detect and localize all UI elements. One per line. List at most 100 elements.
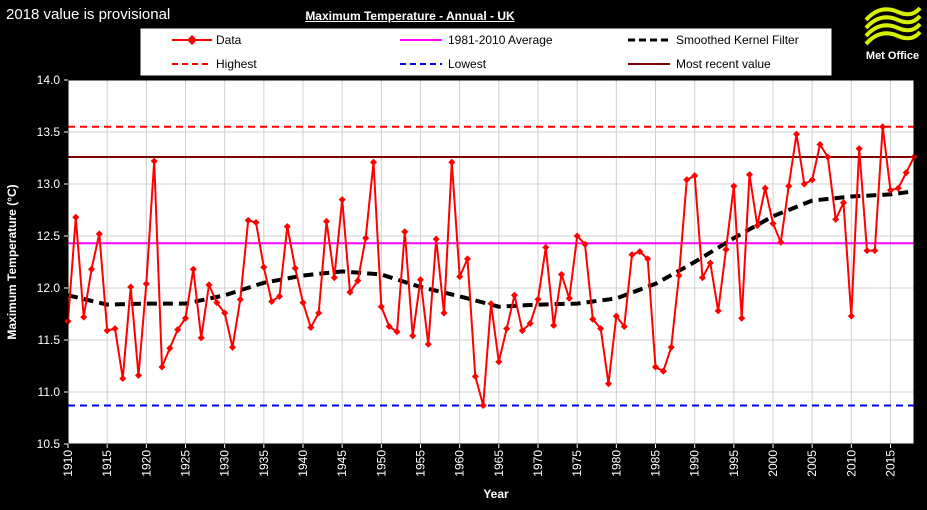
data-point bbox=[72, 213, 80, 221]
data-point bbox=[557, 270, 566, 279]
data-point bbox=[385, 322, 393, 331]
data-point bbox=[769, 219, 777, 228]
x-tick-label: 1910 bbox=[61, 450, 75, 477]
reference-lines bbox=[68, 125, 914, 407]
data-point bbox=[761, 184, 769, 192]
data-point bbox=[80, 313, 88, 321]
data-point bbox=[824, 153, 832, 161]
plot-border bbox=[67, 79, 915, 445]
data-point bbox=[393, 328, 401, 336]
data-point bbox=[456, 273, 464, 281]
data-point bbox=[816, 140, 824, 149]
data-point bbox=[440, 309, 448, 317]
y-tick-label: 13.0 bbox=[37, 177, 61, 191]
data-point bbox=[573, 232, 581, 240]
x-tick-label: 2010 bbox=[844, 450, 858, 477]
data-point bbox=[597, 325, 605, 333]
data-point bbox=[871, 247, 879, 255]
data-point bbox=[174, 326, 182, 334]
data-point bbox=[714, 307, 722, 315]
legend-label-data: Data bbox=[216, 33, 242, 47]
data-point bbox=[463, 255, 472, 263]
data-point bbox=[777, 238, 785, 246]
data-point bbox=[706, 259, 714, 267]
data-point bbox=[510, 291, 519, 299]
data-point bbox=[221, 309, 229, 317]
data-point bbox=[228, 343, 237, 351]
data-point bbox=[683, 176, 691, 184]
legend-label-smoothed: Smoothed Kernel Filter bbox=[676, 33, 799, 47]
data-point bbox=[409, 332, 417, 340]
data-point bbox=[738, 314, 746, 322]
data-point bbox=[886, 186, 895, 194]
x-tick-label: 1995 bbox=[727, 450, 741, 477]
data-point bbox=[424, 340, 432, 348]
data-point bbox=[244, 216, 252, 224]
data-point bbox=[127, 283, 135, 291]
data-point bbox=[189, 265, 197, 273]
data-point bbox=[863, 247, 871, 255]
data-point bbox=[839, 199, 848, 207]
data-point bbox=[479, 401, 487, 410]
data-point bbox=[612, 312, 620, 320]
legend-item-highest: Highest bbox=[172, 57, 257, 71]
data-point bbox=[503, 325, 511, 333]
data-point bbox=[213, 299, 221, 307]
x-tick-label: 2000 bbox=[766, 450, 780, 477]
data-point bbox=[785, 182, 793, 190]
data-point bbox=[181, 314, 190, 322]
data-point bbox=[542, 243, 550, 251]
data-point bbox=[87, 265, 96, 273]
data-point bbox=[416, 276, 425, 284]
y-tick-label: 12.5 bbox=[37, 229, 61, 243]
data-point bbox=[346, 288, 354, 296]
data-point bbox=[894, 184, 902, 192]
data-point bbox=[565, 294, 573, 302]
data-point bbox=[526, 319, 534, 327]
data-point bbox=[722, 245, 730, 254]
data-point bbox=[315, 309, 323, 317]
data-point bbox=[628, 251, 636, 259]
x-tick-label: 1955 bbox=[414, 450, 428, 477]
data-point bbox=[111, 325, 119, 333]
data-point bbox=[142, 280, 150, 288]
smoothed-line bbox=[67, 189, 915, 309]
data-point bbox=[675, 271, 683, 280]
legend-box bbox=[139, 27, 833, 77]
x-tick-label: 1990 bbox=[688, 450, 702, 477]
data-point bbox=[166, 344, 174, 352]
data-point bbox=[330, 274, 338, 282]
data-point bbox=[95, 230, 103, 238]
data-point bbox=[448, 158, 456, 166]
data-point bbox=[604, 380, 613, 388]
data-point bbox=[150, 157, 158, 165]
data-point bbox=[283, 223, 291, 231]
y-tick-label: 12.0 bbox=[37, 281, 61, 295]
data-point bbox=[667, 343, 675, 351]
data-point bbox=[847, 312, 855, 320]
data-point bbox=[338, 196, 346, 204]
legend-label-average: 1981-2010 Average bbox=[448, 33, 553, 47]
data-point bbox=[902, 169, 910, 177]
data-point bbox=[158, 363, 166, 371]
data-point bbox=[260, 263, 268, 271]
chart-title: Maximum Temperature - Annual - UK bbox=[305, 9, 515, 23]
x-tick-label: 1950 bbox=[374, 450, 388, 477]
legend-label-highest: Highest bbox=[216, 57, 257, 71]
legend-item-data: Data bbox=[172, 33, 242, 47]
data-point bbox=[534, 295, 542, 303]
data-point bbox=[377, 303, 385, 311]
x-tick-label: 2005 bbox=[805, 450, 819, 477]
x-tick-label: 1960 bbox=[453, 450, 467, 477]
x-tick-label: 1940 bbox=[296, 450, 310, 477]
x-tick-label: 1935 bbox=[257, 450, 271, 477]
data-point bbox=[644, 255, 652, 263]
legend-item-lowest: Lowest bbox=[400, 57, 487, 71]
data-point bbox=[550, 321, 558, 329]
data-point bbox=[636, 248, 644, 256]
data-point bbox=[589, 315, 597, 323]
met-office-swoosh-icon bbox=[864, 6, 922, 46]
data-point bbox=[808, 176, 816, 184]
data-point bbox=[730, 182, 738, 190]
data-point bbox=[651, 363, 660, 371]
